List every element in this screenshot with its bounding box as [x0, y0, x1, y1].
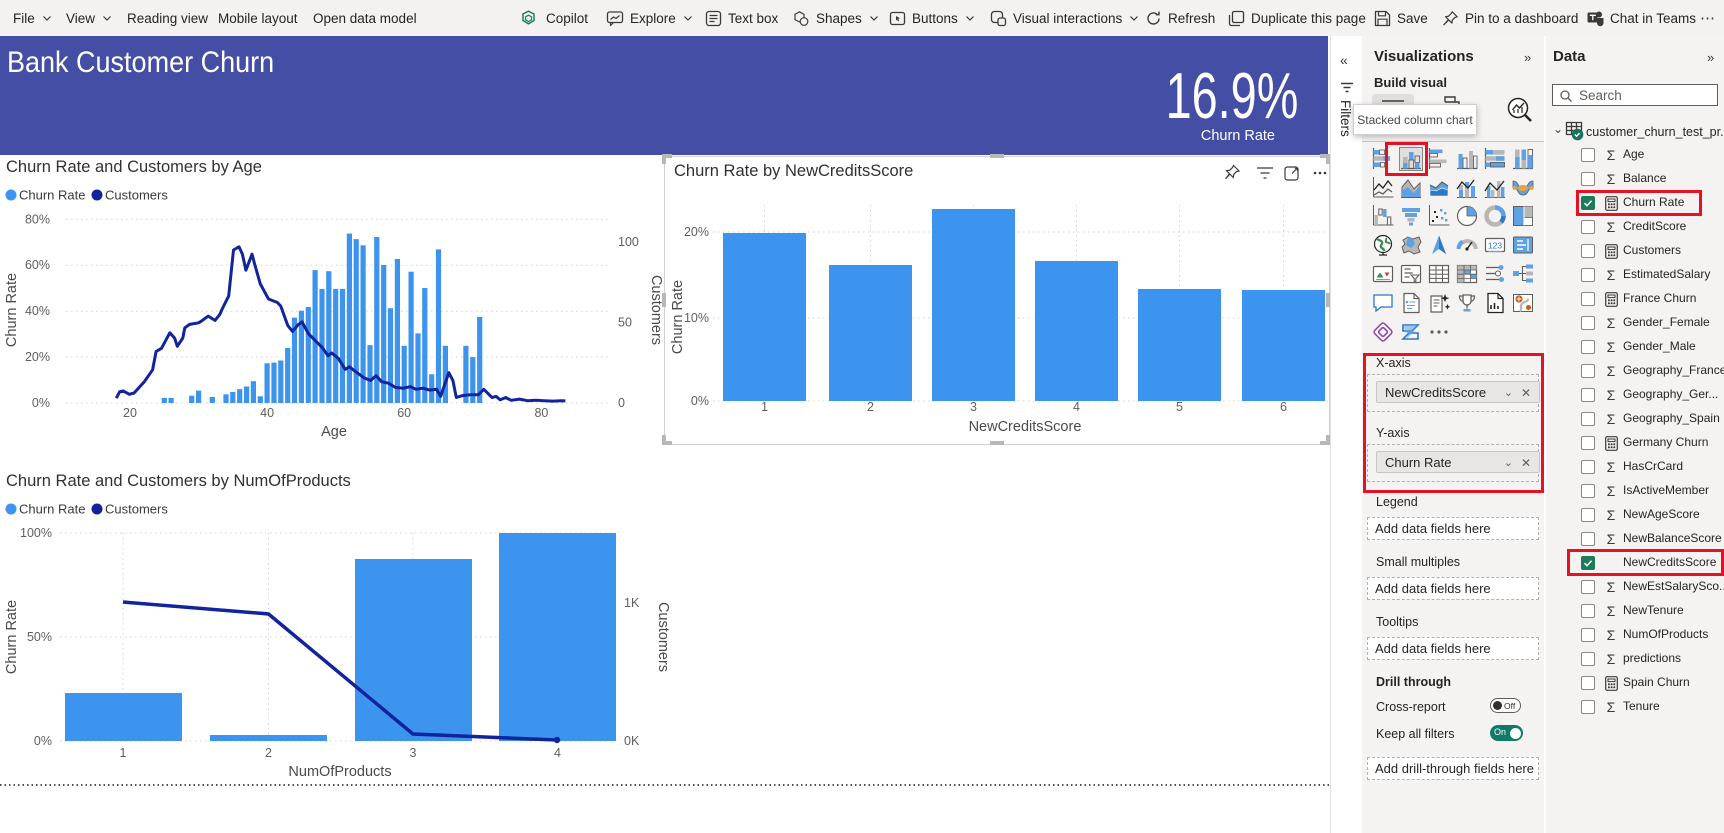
- svg-text:Customers: Customers: [105, 188, 168, 203]
- svg-text:10%: 10%: [684, 311, 709, 325]
- svg-text:4: 4: [1073, 400, 1080, 414]
- svg-text:1: 1: [120, 746, 127, 760]
- svg-text:0: 0: [618, 396, 625, 410]
- svg-text:Churn Rate by NewCreditsScore: Churn Rate by NewCreditsScore: [674, 162, 913, 180]
- svg-text:3: 3: [970, 400, 977, 414]
- svg-text:40%: 40%: [25, 304, 50, 318]
- svg-text:Churn Rate: Churn Rate: [4, 273, 20, 347]
- svg-text:2: 2: [867, 400, 874, 414]
- svg-text:Churn Rate: Churn Rate: [19, 188, 85, 203]
- svg-text:Age: Age: [321, 424, 347, 440]
- svg-text:20%: 20%: [25, 350, 50, 364]
- svg-text:100: 100: [618, 235, 639, 249]
- svg-text:1: 1: [761, 400, 768, 414]
- svg-text:6: 6: [1280, 400, 1287, 414]
- svg-text:0%: 0%: [34, 734, 52, 748]
- svg-text:Churn Rate: Churn Rate: [4, 600, 20, 674]
- svg-text:Customers: Customers: [655, 602, 671, 672]
- svg-text:100%: 100%: [20, 526, 52, 540]
- svg-text:50: 50: [618, 316, 632, 330]
- svg-text:Churn Rate and Customers by Nu: Churn Rate and Customers by NumOfProduct…: [6, 472, 351, 490]
- svg-text:2: 2: [265, 746, 272, 760]
- svg-text:4: 4: [554, 746, 561, 760]
- svg-text:20%: 20%: [684, 225, 709, 239]
- svg-text:5: 5: [1176, 400, 1183, 414]
- svg-text:NumOfProducts: NumOfProducts: [288, 764, 391, 780]
- svg-text:3: 3: [410, 746, 417, 760]
- svg-text:0K: 0K: [624, 734, 640, 748]
- svg-text:123: 123: [1488, 241, 1502, 251]
- svg-text:0%: 0%: [691, 394, 709, 408]
- svg-text:NewCreditsScore: NewCreditsScore: [969, 419, 1082, 435]
- svg-text:Customers: Customers: [105, 502, 168, 517]
- svg-text:0%: 0%: [32, 396, 50, 410]
- svg-text:20: 20: [123, 406, 137, 420]
- svg-text:Churn Rate: Churn Rate: [19, 502, 85, 517]
- svg-text:40: 40: [260, 406, 274, 420]
- svg-text:60: 60: [397, 406, 411, 420]
- svg-text:80: 80: [534, 406, 548, 420]
- svg-text:Customers: Customers: [648, 275, 664, 345]
- svg-text:Churn Rate and Customers by Ag: Churn Rate and Customers by Age: [6, 158, 262, 176]
- svg-text:1K: 1K: [624, 596, 640, 610]
- svg-text:Churn Rate: Churn Rate: [670, 280, 686, 354]
- svg-text:80%: 80%: [25, 212, 50, 226]
- svg-text:60%: 60%: [25, 258, 50, 272]
- svg-text:50%: 50%: [27, 630, 52, 644]
